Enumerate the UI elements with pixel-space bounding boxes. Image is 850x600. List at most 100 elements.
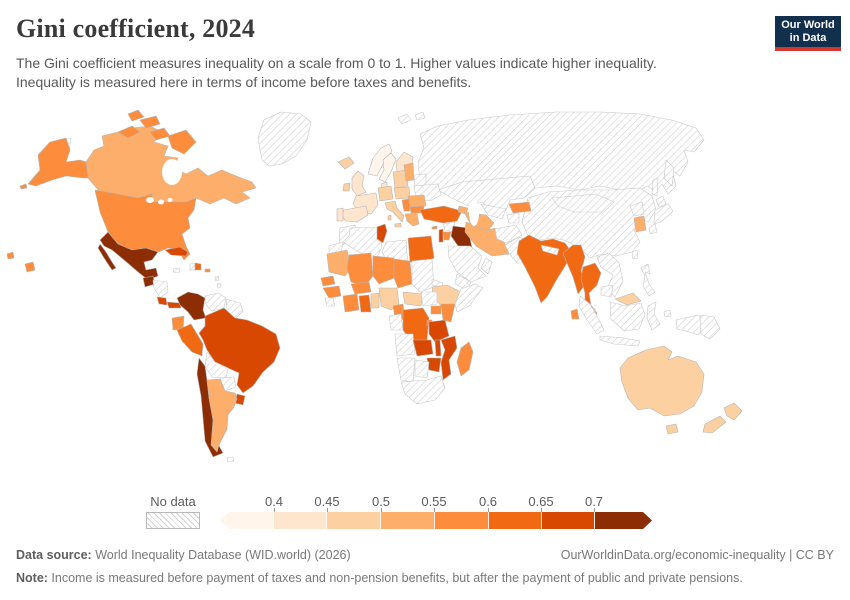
country-malaysia[interactable]: [614, 292, 642, 306]
country-togo-benin[interactable]: [370, 292, 380, 309]
legend-color-bar[interactable]: [220, 512, 652, 529]
country-niger[interactable]: [372, 255, 395, 285]
country-cambodia[interactable]: [600, 284, 614, 298]
country-baltic-states[interactable]: [403, 162, 415, 182]
legend-bin-0.55–0.6[interactable]: [433, 512, 488, 529]
country-kyrgyzstan[interactable]: [508, 201, 532, 214]
country-indonesia[interactable]: [599, 335, 641, 347]
legend-bin-0.65–0.7[interactable]: [540, 512, 594, 529]
country-philippines[interactable]: [640, 263, 656, 297]
country-zimbabwe[interactable]: [426, 357, 442, 373]
country-namibia[interactable]: [396, 357, 416, 383]
country-lesser-antilles[interactable]: [216, 282, 222, 289]
country-senegal[interactable]: [320, 275, 336, 287]
country-mexico[interactable]: [97, 243, 117, 271]
country-tanzania[interactable]: [428, 319, 450, 343]
country-central-europe[interactable]: [393, 186, 411, 200]
country-south-korea[interactable]: [633, 215, 647, 233]
country-italy[interactable]: [384, 200, 405, 223]
country-cote-divoire[interactable]: [342, 293, 360, 313]
country-tajikistan[interactable]: [506, 212, 520, 224]
country-united-states[interactable]: [6, 251, 15, 260]
country-iceland[interactable]: [337, 156, 355, 170]
country-iran[interactable]: [464, 221, 510, 257]
country-zambia[interactable]: [412, 339, 434, 357]
country-uganda[interactable]: [430, 305, 442, 315]
country-spain[interactable]: [340, 205, 369, 223]
country-malawi[interactable]: [434, 339, 442, 357]
country-romania[interactable]: [407, 194, 427, 208]
country-south-africa[interactable]: [400, 375, 446, 405]
country-papua-new-guinea[interactable]: [699, 314, 721, 340]
country-united-states[interactable]: [27, 137, 89, 187]
country-panama[interactable]: [166, 301, 182, 309]
country-colombia[interactable]: [176, 291, 207, 321]
country-gabon-congo[interactable]: [388, 313, 404, 331]
legend-bin-0.45–0.5[interactable]: [326, 512, 381, 529]
country-egypt[interactable]: [407, 235, 435, 263]
country-cyprus[interactable]: [431, 225, 438, 230]
country-falkland-islands[interactable]: [226, 456, 235, 463]
country-argentina[interactable]: [206, 378, 238, 453]
country-nepal[interactable]: [540, 244, 560, 256]
country-guinea[interactable]: [322, 285, 342, 299]
country-brazil[interactable]: [198, 307, 281, 394]
country-italy[interactable]: [387, 214, 392, 221]
country-oman[interactable]: [480, 257, 493, 275]
country-puerto-rico[interactable]: [204, 268, 211, 273]
country-haiti[interactable]: [189, 262, 196, 271]
country-madagascar[interactable]: [456, 341, 474, 377]
country-sri-lanka[interactable]: [570, 308, 580, 320]
country-honduras-nicaragua[interactable]: [152, 279, 169, 299]
legend-bin-0.6–0.65[interactable]: [487, 512, 541, 529]
country-svalbard[interactable]: [397, 113, 412, 125]
country-indonesia[interactable]: [675, 314, 707, 336]
country-lesser-antilles[interactable]: [214, 275, 220, 282]
country-sudan[interactable]: [411, 258, 435, 293]
country-north-korea[interactable]: [629, 201, 645, 217]
country-belarus[interactable]: [413, 173, 427, 187]
country-japan[interactable]: [653, 203, 674, 225]
country-greenland[interactable]: [257, 111, 312, 167]
country-sweden[interactable]: [378, 152, 397, 183]
world-choropleth-map[interactable]: [0, 105, 850, 495]
country-laos-vietnam[interactable]: [596, 252, 624, 298]
country-russia[interactable]: [651, 177, 659, 197]
country-japan[interactable]: [648, 223, 658, 235]
country-turkey[interactable]: [419, 205, 463, 224]
country-australia[interactable]: [619, 345, 705, 417]
country-kazakhstan[interactable]: [437, 175, 536, 212]
country-india[interactable]: [516, 234, 572, 304]
legend-bin->0.7[interactable]: [594, 512, 652, 529]
country-south-sudan[interactable]: [420, 291, 438, 307]
country-peru[interactable]: [176, 323, 204, 357]
legend-bin-0.5–0.55[interactable]: [380, 512, 434, 529]
country-botswana[interactable]: [414, 359, 430, 379]
country-new-zealand[interactable]: [723, 402, 743, 421]
country-ghana[interactable]: [358, 294, 372, 313]
country-cuba[interactable]: [164, 246, 189, 257]
country-germany[interactable]: [377, 185, 394, 202]
country-afghanistan[interactable]: [494, 224, 523, 244]
country-tunisia[interactable]: [376, 223, 388, 244]
country-burkina-faso[interactable]: [350, 281, 372, 295]
country-sierra-leone[interactable]: [324, 297, 336, 307]
legend-no-data-swatch[interactable]: [146, 512, 200, 529]
country-jordan[interactable]: [442, 231, 452, 241]
country-angola[interactable]: [394, 333, 416, 357]
attribution-link[interactable]: OurWorldinData.org/economic-inequality |…: [560, 548, 834, 562]
country-new-zealand[interactable]: [702, 415, 727, 434]
country-indonesia[interactable]: [646, 301, 661, 331]
country-greece[interactable]: [404, 212, 420, 227]
country-svalbard[interactable]: [414, 111, 426, 121]
country-ireland[interactable]: [342, 182, 351, 192]
country-united-states[interactable]: [19, 183, 28, 190]
country-united-states[interactable]: [24, 261, 36, 273]
country-russia[interactable]: [417, 111, 705, 195]
country-china[interactable]: [521, 187, 657, 259]
country-russia[interactable]: [663, 159, 675, 187]
country-canada-arctic-islands[interactable]: [139, 115, 161, 129]
country-mali[interactable]: [346, 252, 374, 287]
country-israel-lebanon[interactable]: [438, 228, 444, 243]
country-canada-arctic-islands[interactable]: [167, 129, 197, 155]
